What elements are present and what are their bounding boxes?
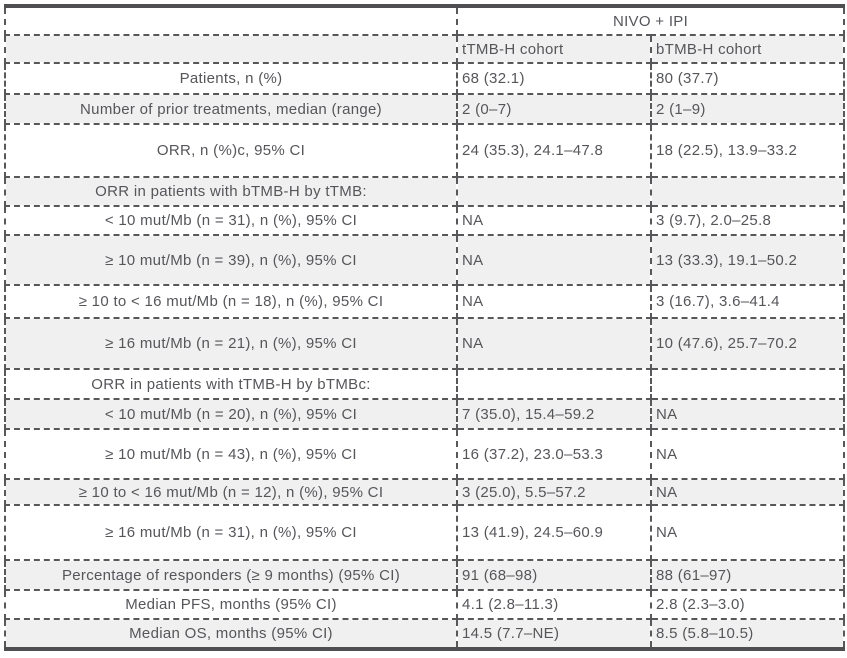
row-label: Median OS, months (95% CI) bbox=[4, 618, 458, 650]
table-row: Patients, n (%) 68 (32.1) 80 (37.7) bbox=[4, 62, 846, 95]
cell-btmb: NA bbox=[649, 428, 846, 480]
empty-header-cell bbox=[4, 34, 458, 64]
row-label: ≥ 16 mut/Mb (n = 21), n (%), 95% CI bbox=[4, 317, 458, 370]
row-label: ≥ 10 mut/Mb (n = 39), n (%), 95% CI bbox=[4, 234, 458, 286]
cell-btmb bbox=[649, 176, 846, 207]
row-label: < 10 mut/Mb (n = 31), n (%), 95% CI bbox=[4, 205, 458, 236]
column-header-ttmb: tTMB-H cohort bbox=[456, 34, 652, 64]
row-label: < 10 mut/Mb (n = 20), n (%), 95% CI bbox=[4, 398, 458, 430]
cell-ttmb: NA bbox=[456, 234, 652, 286]
table-row: ≥ 10 mut/Mb (n = 43), n (%), 95% CI 16 (… bbox=[4, 428, 846, 480]
table-row: Number of prior treatments, median (rang… bbox=[4, 93, 846, 125]
empty-corner-cell bbox=[4, 5, 458, 36]
section-header-row: ORR in patients with bTMB-H by tTMB: bbox=[4, 176, 846, 207]
cell-btmb: 3 (9.7), 2.0–25.8 bbox=[649, 205, 846, 236]
cell-btmb bbox=[649, 368, 846, 400]
section-header-row: ORR in patients with tTMB-H by bTMBc: bbox=[4, 368, 846, 400]
table-row: Median OS, months (95% CI) 14.5 (7.7–NE)… bbox=[4, 618, 846, 650]
table-row: < 10 mut/Mb (n = 20), n (%), 95% CI 7 (3… bbox=[4, 398, 846, 430]
cell-btmb: 2 (1–9) bbox=[649, 93, 846, 125]
table-row: Median PFS, months (95% CI) 4.1 (2.8–11.… bbox=[4, 589, 846, 620]
cell-btmb: 8.5 (5.8–10.5) bbox=[649, 618, 846, 650]
table-row: ≥ 10 to < 16 mut/Mb (n = 12), n (%), 95%… bbox=[4, 478, 846, 506]
cell-ttmb: 2 (0–7) bbox=[456, 93, 652, 125]
cell-ttmb: NA bbox=[456, 284, 652, 319]
cell-btmb: 13 (33.3), 19.1–50.2 bbox=[649, 234, 846, 286]
cell-ttmb: 68 (32.1) bbox=[456, 62, 652, 95]
cell-btmb: NA bbox=[649, 504, 846, 561]
row-label: ORR, n (%)c, 95% CI bbox=[4, 123, 458, 178]
table-row: < 10 mut/Mb (n = 31), n (%), 95% CI NA 3… bbox=[4, 205, 846, 236]
cell-ttmb: 16 (37.2), 23.0–53.3 bbox=[456, 428, 652, 480]
cell-btmb: 18 (22.5), 13.9–33.2 bbox=[649, 123, 846, 178]
table-row: Percentage of responders (≥ 9 months) (9… bbox=[4, 559, 846, 591]
table-row: ≥ 10 mut/Mb (n = 39), n (%), 95% CI NA 1… bbox=[4, 234, 846, 286]
table-row: ≥ 10 to < 16 mut/Mb (n = 18), n (%), 95%… bbox=[4, 284, 846, 319]
column-header-row: tTMB-H cohort bTMB-H cohort bbox=[4, 34, 846, 64]
cell-ttmb bbox=[456, 176, 652, 207]
cell-ttmb: NA bbox=[456, 205, 652, 236]
row-label: Percentage of responders (≥ 9 months) (9… bbox=[4, 559, 458, 591]
cell-ttmb: 3 (25.0), 5.5–57.2 bbox=[456, 478, 652, 506]
row-label: Patients, n (%) bbox=[4, 62, 458, 95]
cell-ttmb: 91 (68–98) bbox=[456, 559, 652, 591]
row-label: Number of prior treatments, median (rang… bbox=[4, 93, 458, 125]
cell-ttmb: 4.1 (2.8–11.3) bbox=[456, 589, 652, 620]
cell-btmb: 80 (37.7) bbox=[649, 62, 846, 95]
cell-btmb: NA bbox=[649, 398, 846, 430]
cell-ttmb bbox=[456, 368, 652, 400]
row-label: ≥ 10 to < 16 mut/Mb (n = 12), n (%), 95%… bbox=[4, 478, 458, 506]
cell-btmb: 2.8 (2.3–3.0) bbox=[649, 589, 846, 620]
cell-ttmb: 13 (41.9), 24.5–60.9 bbox=[456, 504, 652, 561]
cell-ttmb: NA bbox=[456, 317, 652, 370]
section-label: ORR in patients with bTMB-H by tTMB: bbox=[4, 176, 458, 207]
group-header-row: NIVO + IPI bbox=[4, 5, 846, 36]
treatment-group-header: NIVO + IPI bbox=[455, 5, 846, 36]
row-label: Median PFS, months (95% CI) bbox=[4, 589, 458, 620]
clinical-results-table: NIVO + IPI tTMB-H cohort bTMB-H cohort P… bbox=[4, 4, 846, 651]
table-row: ORR, n (%)c, 95% CI 24 (35.3), 24.1–47.8… bbox=[4, 123, 846, 178]
row-label: ≥ 10 to < 16 mut/Mb (n = 18), n (%), 95%… bbox=[4, 284, 458, 319]
section-label: ORR in patients with tTMB-H by bTMBc: bbox=[4, 368, 458, 400]
row-label: ≥ 10 mut/Mb (n = 43), n (%), 95% CI bbox=[4, 428, 458, 480]
cell-ttmb: 7 (35.0), 15.4–59.2 bbox=[456, 398, 652, 430]
cell-btmb: NA bbox=[649, 478, 846, 506]
table-row: ≥ 16 mut/Mb (n = 31), n (%), 95% CI 13 (… bbox=[4, 504, 846, 561]
row-label: ≥ 16 mut/Mb (n = 31), n (%), 95% CI bbox=[4, 504, 458, 561]
cell-btmb: 88 (61–97) bbox=[649, 559, 846, 591]
cell-btmb: 3 (16.7), 3.6–41.4 bbox=[649, 284, 846, 319]
cell-btmb: 10 (47.6), 25.7–70.2 bbox=[649, 317, 846, 370]
cell-ttmb: 14.5 (7.7–NE) bbox=[456, 618, 652, 650]
table-row: ≥ 16 mut/Mb (n = 21), n (%), 95% CI NA 1… bbox=[4, 317, 846, 370]
column-header-btmb: bTMB-H cohort bbox=[649, 34, 846, 64]
cell-ttmb: 24 (35.3), 24.1–47.8 bbox=[456, 123, 652, 178]
